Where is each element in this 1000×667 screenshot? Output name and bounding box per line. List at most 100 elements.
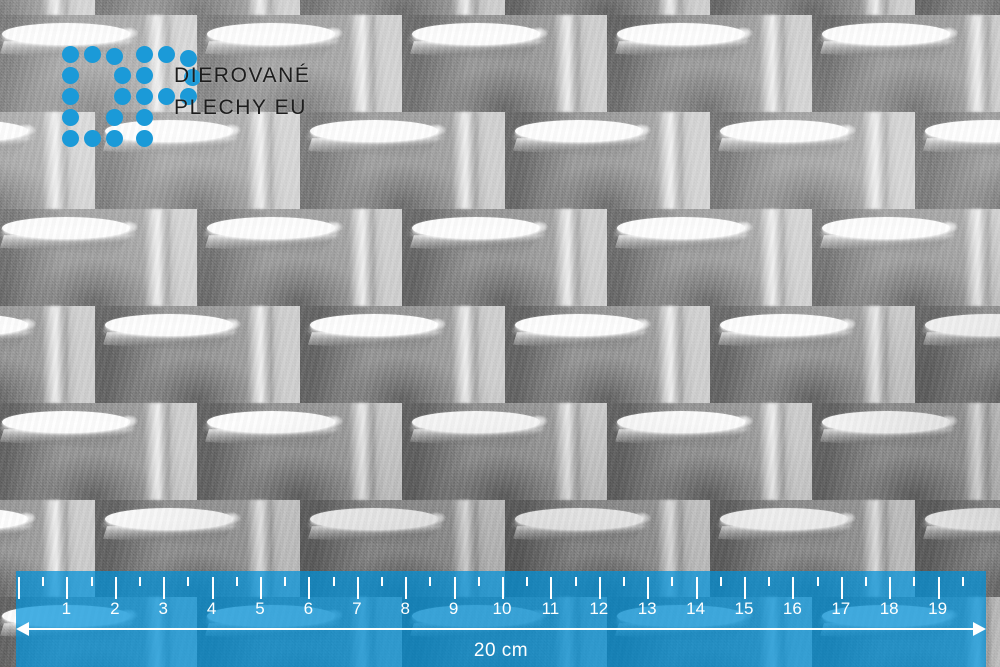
mesh-tip-highlight [20,512,36,524]
mesh-tip-highlight [942,221,958,233]
logo-dot [180,50,197,67]
mesh-aperture [2,217,130,239]
ruler-number-label: 13 [637,599,657,618]
ruler-tick-minor [429,577,432,586]
mesh-cell [0,306,95,403]
ruler-tick-major [356,577,359,599]
brand-logo[interactable]: DIEROVANÉ PLECHY EU [62,46,342,147]
mesh-aperture [412,217,540,239]
ruler-number-label: 9 [448,599,459,618]
mesh-aperture [822,23,950,45]
mesh-web-highlight [349,15,375,112]
mesh-aperture [515,120,643,142]
mesh-web-highlight [657,0,683,15]
ruler-tick-minor [574,577,577,586]
dp-dot-matrix-logo-icon [62,46,201,147]
ruler-tick-major [840,577,843,599]
mesh-tip-highlight [635,512,651,524]
mesh-web-highlight [554,209,580,306]
mesh-funnel-shading [915,0,1000,15]
logo-dot [136,109,153,126]
mesh-tip-highlight [942,27,958,39]
ruler-number-label: 5 [255,599,265,618]
ruler-number-label: 14 [686,599,706,618]
ruler-tick-major [889,577,892,599]
ruler-tick-major [18,577,20,599]
ruler-number-label: 10 [492,599,512,618]
mesh-cell [505,0,710,15]
logo-dot [114,67,131,84]
mesh-tip-highlight [327,221,343,233]
ruler-total-length-label: 20 cm [473,640,529,661]
ruler-tick-minor [139,577,141,586]
mesh-aperture [207,23,335,45]
mesh-tip-highlight [225,318,241,330]
mesh-aperture [925,120,1000,142]
ruler-number-label: 17 [831,599,851,618]
logo-dot [62,67,79,84]
mesh-web-highlight [144,403,170,500]
ruler-tick-major [647,577,650,599]
mesh-cell [300,306,505,403]
logo-dot [106,48,123,65]
mesh-cell [710,0,915,15]
mesh-web-highlight [862,112,888,209]
ruler-tick-major [66,577,69,599]
mesh-aperture [720,508,848,530]
mesh-tip-highlight [327,27,343,39]
mesh-cell [915,112,1000,209]
logo-dot [158,88,175,105]
brand-logo-text: DIEROVANÉ PLECHY EU [174,60,311,124]
mesh-web-highlight [657,112,683,209]
ruler-tick-minor [865,577,867,586]
logo-dot [62,130,79,147]
mesh-aperture [617,23,745,45]
mesh-aperture [105,508,233,530]
mesh-cell [300,0,505,15]
mesh-aperture [412,23,540,45]
mesh-aperture [310,120,438,142]
mesh-web-highlight [759,209,785,306]
ruler-number-label: 8 [400,599,410,618]
ruler-tick-minor [90,577,93,586]
mesh-cell [812,403,1000,500]
ruler-tick-minor [235,577,238,586]
mesh-aperture [207,217,335,239]
ruler-number-label: 19 [928,599,948,618]
mesh-tip-highlight [840,512,856,524]
mesh-cell [197,209,402,306]
mesh-tip-highlight [635,124,651,136]
mesh-cell [197,15,402,112]
ruler-tick-major [744,577,746,599]
mesh-aperture [207,411,335,433]
mesh-cell [607,403,812,500]
scale-ruler-overlay: 1 2 3 4 5 6 7 8 9 10 11 12 13 14 15 16 17 18 19 20 cm [16,571,986,667]
mesh-tip-highlight [532,221,548,233]
mesh-tip-highlight [635,318,651,330]
mesh-cell [607,209,812,306]
mesh-tip-highlight [20,318,36,330]
mesh-web-highlight [964,209,990,306]
mesh-web-highlight [657,306,683,403]
mesh-cell [710,112,915,209]
mesh-cell [300,112,505,209]
ruler-tick-minor [961,577,964,586]
mesh-tip-highlight [225,512,241,524]
mesh-tip-highlight [20,124,36,136]
arrow-head-right-icon [973,622,986,636]
ruler-tick-major [163,577,166,599]
mesh-tip-highlight [737,221,753,233]
ruler-tick-major [260,577,262,599]
mesh-cell [915,306,1000,403]
mesh-cell [95,0,300,15]
ruler-number-label: 6 [303,599,314,618]
arrow-head-left-icon [16,622,29,636]
mesh-cell [0,403,197,500]
mesh-web-highlight [247,112,273,209]
brand-line-1: DIEROVANÉ [174,64,311,87]
logo-dot [136,67,153,84]
mesh-web-highlight [964,15,990,112]
ruler-tick-major [308,577,311,599]
mesh-web-highlight [349,209,375,306]
